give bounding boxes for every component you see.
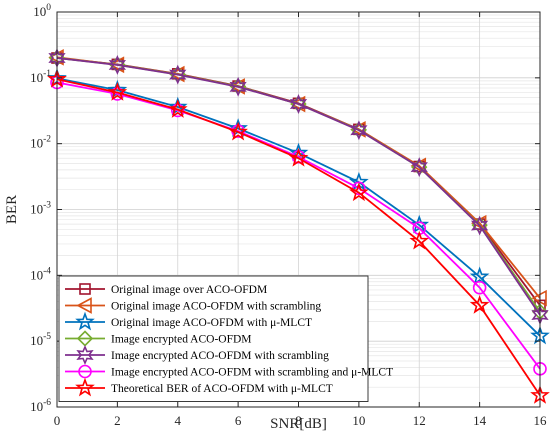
hexagram-marker — [76, 345, 94, 365]
star-marker — [167, 99, 188, 118]
star-marker — [469, 295, 490, 314]
circle-marker — [78, 364, 92, 379]
legend-box — [58, 275, 369, 402]
legend-label: Image encrypted ACO-OFDM with scrambling — [111, 350, 329, 362]
star-marker — [228, 121, 248, 141]
star-marker — [75, 311, 95, 331]
star-marker — [409, 230, 430, 250]
x-tick-label: 0 — [54, 413, 61, 428]
x-tick-label: 2 — [114, 413, 121, 428]
y-tick-label: 10-1 — [30, 69, 51, 85]
triangle-marker — [76, 297, 92, 314]
legend-entry: Image encrypted ACO-OFDM with scrambling… — [65, 364, 393, 379]
y-tick-label: 100 — [33, 3, 51, 19]
legend-label: Image encrypted ACO-OFDM — [111, 334, 252, 346]
hexagram-marker — [350, 120, 368, 141]
star-marker — [75, 377, 95, 397]
y-tick-label: 10-3 — [30, 201, 51, 217]
legend-label: Theoretical BER of ACO-OFDM with μ-MLCT — [111, 383, 333, 395]
hexagram-marker — [169, 64, 187, 85]
hexagram-marker — [410, 157, 428, 178]
x-axis-label: SNR[dB] — [270, 416, 327, 432]
legend-label: Original image ACO-OFDM with scrambling — [111, 301, 321, 313]
legend-entry: Image encrypted ACO-OFDM with scrambling — [65, 345, 329, 365]
star-marker — [107, 82, 128, 101]
circle-marker — [472, 280, 487, 295]
hexagram-marker — [470, 215, 489, 236]
y-axis-label: BER — [4, 195, 20, 224]
x-tick-label: 4 — [175, 413, 182, 428]
legend-entry: Image encrypted ACO-OFDM — [65, 330, 252, 347]
series-line — [56, 57, 541, 316]
series-line — [56, 78, 541, 396]
legend-label: Original image ACO-OFDM with μ-MLCT — [111, 317, 312, 329]
series-line — [56, 77, 541, 337]
legend-label: Image encrypted ACO-OFDM with scrambling… — [111, 367, 393, 379]
star-marker — [469, 266, 490, 286]
legend-entry: Theoretical BER of ACO-OFDM with μ-MLCT — [65, 377, 333, 397]
x-tick-label: 10 — [352, 413, 365, 428]
x-tick-label: 16 — [534, 413, 548, 428]
star-marker — [288, 147, 309, 167]
hexagram-marker — [229, 76, 247, 97]
hexagram-marker — [289, 94, 308, 115]
square-marker — [79, 283, 91, 295]
series-line — [56, 81, 541, 370]
y-tick-label: 10-5 — [30, 332, 51, 348]
circle-marker — [170, 103, 185, 118]
x-tick-label: 12 — [413, 413, 426, 428]
legend: Original image over ACO-OFDM Original ima… — [58, 275, 393, 402]
y-tick-label: 10-2 — [30, 135, 51, 151]
legend-entry: Original image ACO-OFDM with scrambling — [65, 297, 321, 314]
x-tick-label: 14 — [473, 413, 487, 428]
y-tick-label: 10-6 — [30, 398, 51, 414]
legend-entry: Original image ACO-OFDM with μ-MLCT — [65, 311, 312, 331]
ticks: 0 2 4 6 8 10 12 14 16 100 10-1 10-2 10-3 10-4 10-5 10-6 — [30, 3, 547, 428]
star-marker — [349, 182, 369, 202]
x-tick-label: 6 — [235, 413, 242, 428]
hexagram-marker — [108, 54, 127, 75]
y-tick-label: 10-4 — [30, 266, 51, 282]
legend-entry: Original image over ACO-OFDM — [65, 283, 267, 296]
x-tick-label: 8 — [295, 413, 302, 428]
legend-label: Original image over ACO-OFDM — [111, 284, 267, 296]
